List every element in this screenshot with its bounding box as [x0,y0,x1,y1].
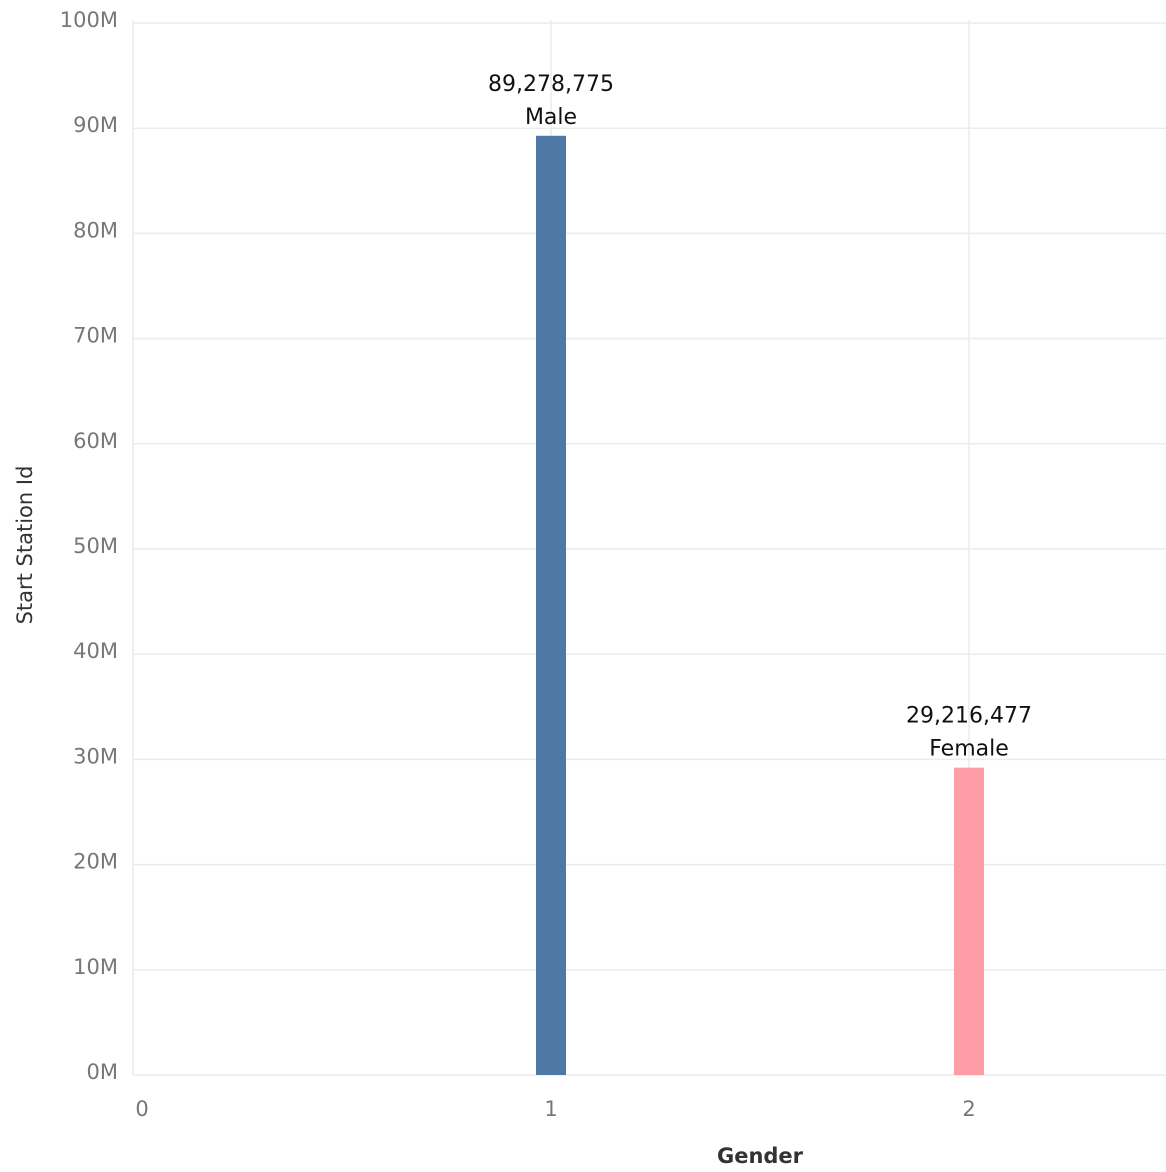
bars [536,135,984,1075]
y-tick-label: 50M [73,534,118,558]
y-tick-label: 90M [73,113,118,137]
y-tick-label: 60M [73,429,118,453]
y-tick-label: 10M [73,955,118,979]
bar-female [954,767,984,1075]
y-tick-label: 20M [73,850,118,874]
x-tick-label: 2 [962,1097,975,1121]
y-tick-label: 0M [87,1060,118,1084]
y-axis-title: Start Station Id [13,466,37,625]
y-tick-label: 40M [73,639,118,663]
y-axis-ticks: 0M 10M 20M 30M 40M 50M 60M 70M 80M 90M 100M [60,8,118,1084]
x-tick-label: 1 [544,1097,557,1121]
y-tick-label: 80M [73,218,118,242]
x-axis-title: Gender [717,1144,804,1168]
y-tick-label: 30M [73,744,118,768]
bar-category-label: Female [929,737,1009,762]
bar-male [536,135,566,1075]
grid-layer [132,20,1166,1076]
bar-value-label: 29,216,477 [906,704,1032,729]
x-tick-label: 0 [135,1097,148,1121]
y-tick-label: 100M [60,8,118,32]
bar-category-label: Male [525,105,577,130]
y-tick-label: 70M [73,324,118,348]
bar-value-label: 89,278,775 [488,72,614,97]
x-axis-ticks: 0 1 2 [135,1097,975,1121]
data-labels: 89,278,775 Male 29,216,477 Female [488,72,1032,762]
